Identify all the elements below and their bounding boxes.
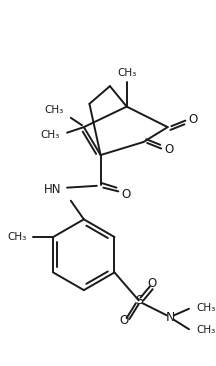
Text: CH₃: CH₃ [197,303,216,313]
Text: HN: HN [44,183,62,196]
Text: CH₃: CH₃ [117,68,136,78]
Text: CH₃: CH₃ [40,130,60,139]
Text: O: O [119,314,129,327]
Text: S: S [135,294,143,307]
Text: O: O [188,113,197,126]
Text: CH₃: CH₃ [197,325,216,335]
Text: CH₃: CH₃ [7,232,26,242]
Text: O: O [147,277,156,290]
Text: N: N [166,311,175,324]
Text: CH₃: CH₃ [44,105,63,115]
Text: O: O [164,143,173,156]
Text: O: O [121,188,130,201]
